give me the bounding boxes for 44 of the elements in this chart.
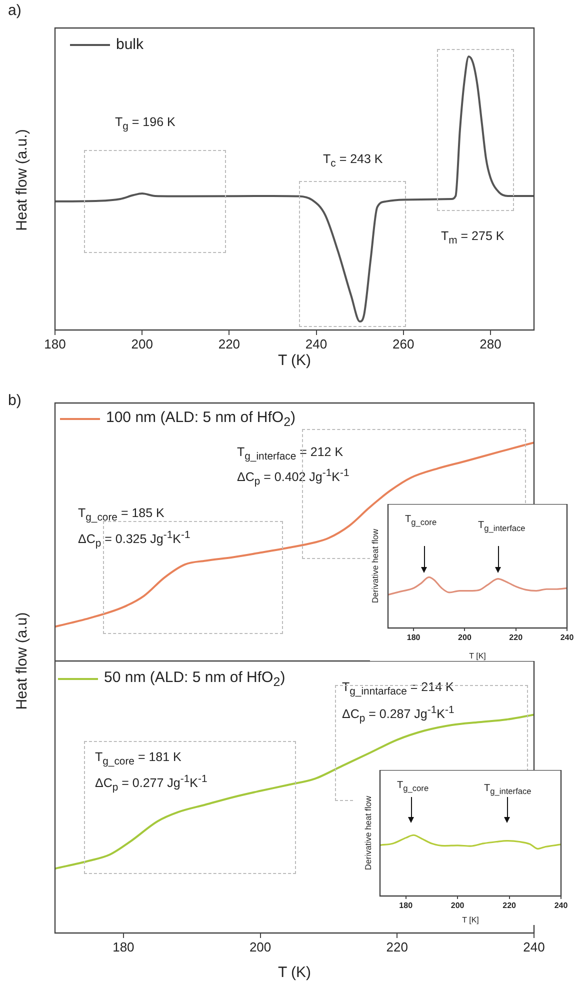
annotation: ΔC$_{p}$ = 0.277 Jg$^{-1}$K$^{-1}$ xyxy=(95,774,208,794)
annotation: ΔC$_{p}$ = 0.325 Jg$^{-1}$K$^{-1}$ xyxy=(78,530,190,550)
x-tick-label: 200 xyxy=(249,939,272,954)
x-tick-label: 220 xyxy=(502,901,517,910)
x-tick-label: 220 xyxy=(386,939,408,954)
x-tick-label: 200 xyxy=(131,336,153,352)
y-axis-title: Heat flow (a.u.) xyxy=(14,129,30,231)
x-tick-label: 260 xyxy=(392,336,414,352)
legend-label: bulk xyxy=(116,36,144,53)
annotation: T$_{g_core}$ = 185 K xyxy=(78,506,164,524)
x-tick-label: 240 xyxy=(305,336,328,352)
x-tick-label: 180 xyxy=(112,939,134,954)
x-tick-label: 240 xyxy=(560,633,574,642)
y-axis-title: Heat flow (a.u) xyxy=(14,612,30,710)
annotation: T$_{g_interface}$ xyxy=(484,783,532,796)
x-axis-title: T (K) xyxy=(278,964,312,982)
x-tick-label: 180 xyxy=(406,633,421,642)
x-tick-label: 200 xyxy=(458,633,472,642)
x-axis-title: T (K) xyxy=(278,352,312,370)
legend-label: 50 nm (ALD: 5 nm of HfO$_{2}$) xyxy=(104,669,286,689)
x-tick-label: 220 xyxy=(509,633,524,642)
annotation: T$_{m}$ = 275 K xyxy=(441,229,504,246)
legend-label: 100 nm (ALD: 5 nm of HfO$_{2}$) xyxy=(106,409,296,429)
x-tick-label: 180 xyxy=(399,901,414,910)
chart-title: a) xyxy=(8,2,22,19)
annotation: T$_{g_interface}$ xyxy=(478,520,526,533)
annotation: T$_{c}$ = 243 K xyxy=(323,152,383,170)
annotation: ΔC$_{p}$ = 0.287 Jg$^{-1}$K$^{-1}$ xyxy=(342,705,454,725)
x-tick-label: 240 xyxy=(554,901,568,910)
annotation: T$_{g_core}$ xyxy=(397,780,429,793)
annotation: T$_{g_core}$ xyxy=(405,514,437,527)
annotation: T$_{g_core}$ = 181 K xyxy=(95,750,182,768)
y-axis-title: Derivative heat flow xyxy=(363,796,373,870)
y-axis-title: Derivative heat flow xyxy=(370,528,380,604)
x-axis-title: T [K] xyxy=(469,651,486,660)
x-axis-title: T [K] xyxy=(462,915,479,924)
chart-title: b) xyxy=(8,392,22,409)
x-tick-label: 180 xyxy=(44,336,66,352)
annotation: T$_{g}$ = 196 K xyxy=(115,115,176,132)
x-tick-label: 280 xyxy=(480,336,502,352)
annotation: ΔC$_{p}$ = 0.402 Jg$^{-1}$K$^{-1}$ xyxy=(237,468,350,488)
x-tick-label: 200 xyxy=(450,901,465,910)
x-tick-label: 240 xyxy=(523,939,545,954)
x-tick-label: 220 xyxy=(218,336,240,352)
